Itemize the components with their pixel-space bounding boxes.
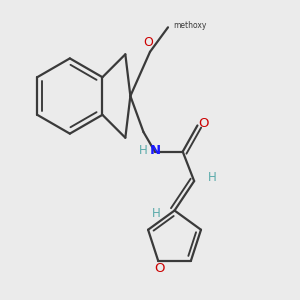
Text: H: H xyxy=(208,171,217,184)
Text: O: O xyxy=(154,262,165,275)
Text: H: H xyxy=(139,144,148,157)
Text: H: H xyxy=(152,207,161,220)
Text: O: O xyxy=(198,117,208,130)
Text: O: O xyxy=(143,36,153,49)
Text: N: N xyxy=(150,144,161,157)
Text: methoxy: methoxy xyxy=(173,21,206,30)
